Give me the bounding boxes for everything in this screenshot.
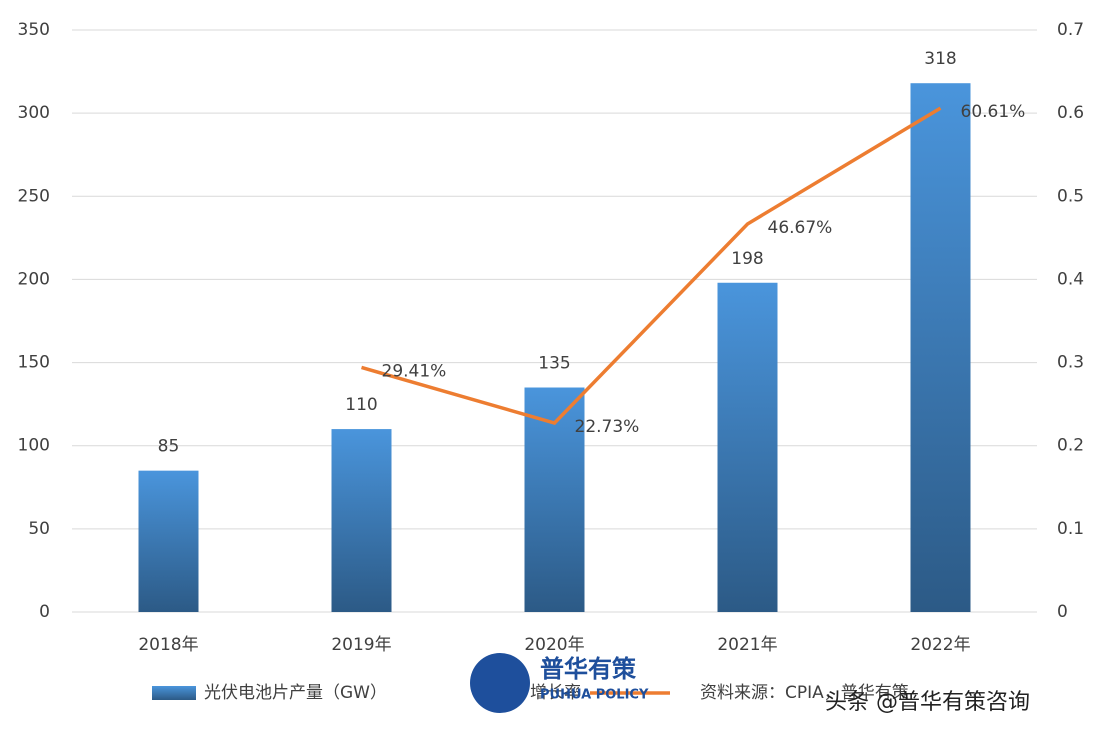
y2-tick-label: 0 [1057, 602, 1068, 622]
line-value-label: 60.61% [961, 102, 1026, 122]
y-tick-label: 200 [18, 269, 50, 289]
source: 资料来源：CPIA，普华有策 [700, 683, 909, 703]
line-value-label: 22.73% [575, 417, 640, 437]
legend-swatch [152, 686, 196, 700]
y2-tick-label: 0.5 [1057, 186, 1084, 206]
y-tick-label: 150 [18, 353, 50, 373]
y2-tick-label: 0.7 [1057, 20, 1084, 40]
bar-value-label: 135 [538, 354, 570, 374]
y-tick-label: 50 [28, 519, 50, 539]
bar-value-label: 318 [924, 49, 956, 69]
bar-value-label: 198 [731, 249, 763, 269]
y-tick-label: 350 [18, 20, 50, 40]
legend-label: 光伏电池片产量（GW） [204, 683, 387, 703]
bar-value-label: 110 [345, 395, 377, 415]
x-tick-label: 2019年 [331, 635, 391, 655]
legend-label: 增长率 [530, 683, 581, 703]
y-tick-label: 250 [18, 186, 50, 206]
x-tick-label: 2022年 [910, 635, 970, 655]
bar [910, 83, 971, 612]
bar [717, 282, 778, 612]
line-value-label: 46.67% [768, 218, 833, 238]
y2-tick-label: 0.2 [1057, 436, 1084, 456]
y2-tick-label: 0.6 [1057, 103, 1084, 123]
x-tick-label: 2018年 [138, 635, 198, 655]
logo: 普华有策 PUHUA POLICY [470, 653, 649, 713]
watermark: 头条 @普华有策咨询 [825, 690, 1030, 715]
y-tick-label: 300 [18, 103, 50, 123]
bar [524, 387, 585, 612]
y2-tick-label: 0.4 [1057, 269, 1084, 289]
logo-subtitle: PUHUA POLICY [540, 688, 649, 703]
line-value-label: 29.41% [382, 361, 447, 381]
bar [138, 470, 199, 612]
x-tick-label: 2021年 [717, 635, 777, 655]
x-tick-label: 2020年 [524, 635, 584, 655]
y-tick-label: 0 [39, 602, 50, 622]
line [361, 106, 942, 425]
logo-name: 普华有策 [540, 655, 637, 683]
bar [331, 429, 392, 612]
y-tick-label: 100 [18, 436, 50, 456]
y2-tick-label: 0.1 [1057, 519, 1084, 539]
y2-tick-label: 0.3 [1057, 353, 1084, 373]
bar-value-label: 85 [158, 437, 180, 457]
